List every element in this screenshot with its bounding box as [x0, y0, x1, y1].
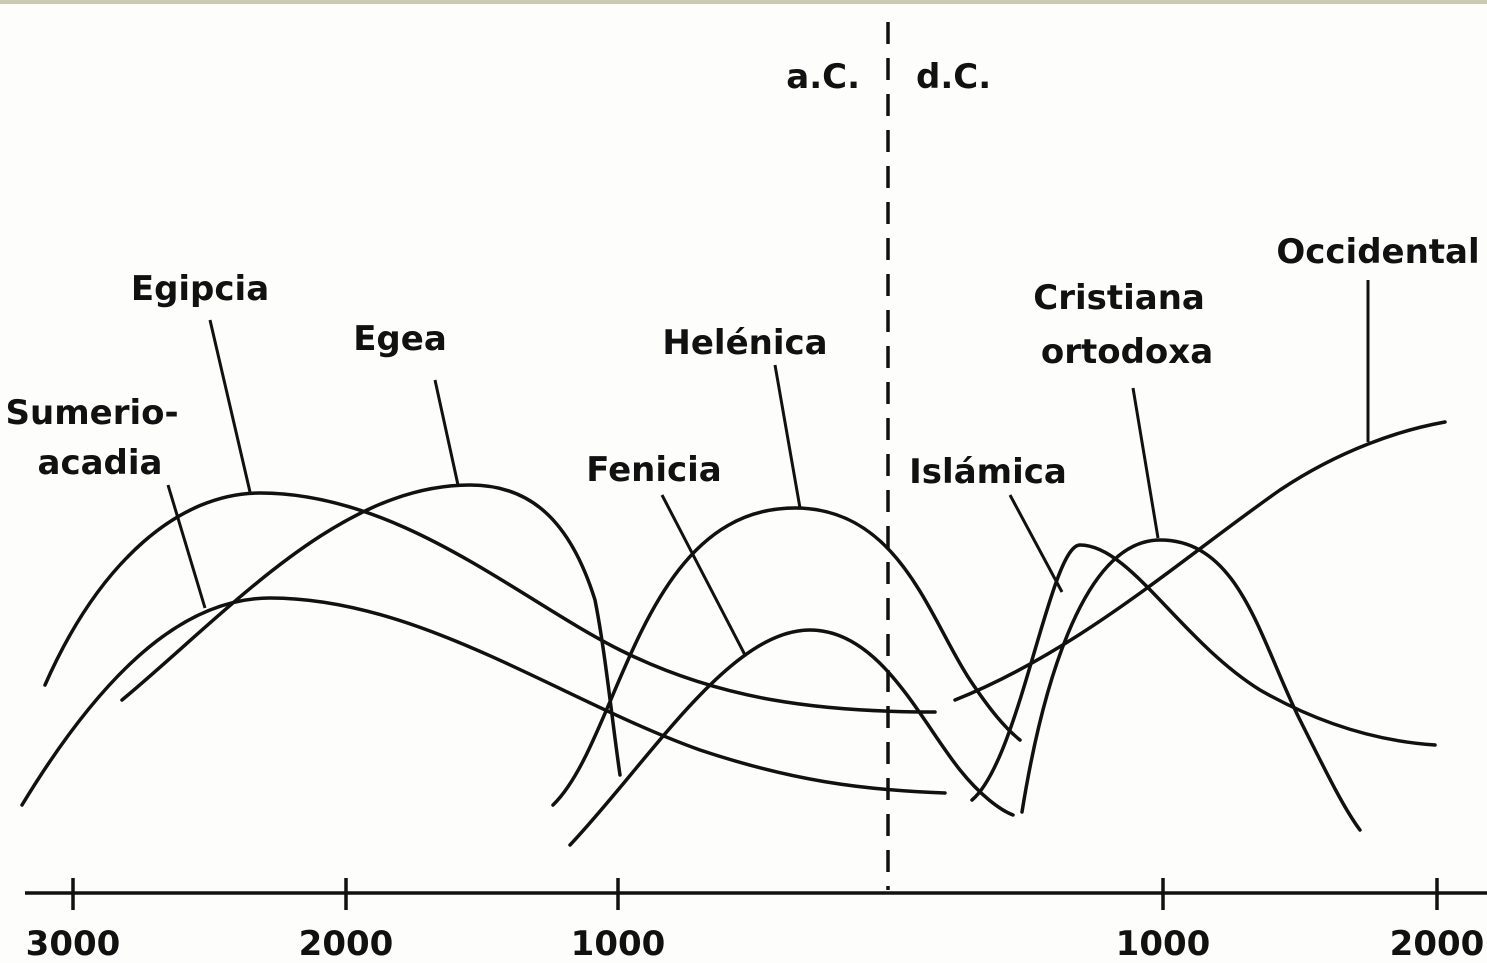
curve-fenicia: [568, 628, 1015, 847]
leader-line: [208, 319, 252, 493]
label-line: Sumerio-: [6, 393, 179, 433]
leader-line: [166, 484, 207, 609]
curve-cristiana-ortodoxa: [1020, 538, 1362, 832]
civilization-label: Egea: [353, 319, 447, 359]
curve-egea: [120, 483, 622, 777]
tick-label: 2000: [299, 924, 394, 963]
civilization-label: Sumerio- acadia: [6, 393, 191, 483]
leader-line: [773, 364, 802, 509]
top-border: [0, 0, 1487, 4]
tick-label: 1000: [1116, 924, 1211, 963]
civilization-label: Helénica: [662, 323, 827, 363]
civilization-label: Egipcia: [131, 269, 269, 309]
label-line: Fenicia: [586, 450, 722, 490]
label-line: Egea: [353, 319, 447, 359]
tick-label: 2000: [1390, 924, 1485, 963]
leader-line: [1008, 494, 1064, 593]
era-label: d.C.: [916, 57, 991, 97]
label-line: Cristiana: [1033, 278, 1205, 318]
label-line: Islámica: [909, 452, 1067, 492]
leader-line: [433, 379, 460, 486]
curve-egipcia: [43, 491, 937, 714]
label-line: Egipcia: [131, 269, 269, 309]
label-line: acadia: [38, 443, 163, 483]
curve-sumerio-acadia: [20, 596, 947, 807]
tick-label: 1000: [571, 924, 666, 963]
civilization-label: Islámica: [909, 452, 1067, 492]
civilization-label: Fenicia: [586, 450, 722, 490]
era-label: a.C.: [786, 57, 860, 97]
civilization-label: Occidental: [1276, 232, 1479, 272]
leader-line: [1131, 387, 1160, 539]
civilization-label: Cristiana ortodoxa: [1033, 278, 1216, 372]
axis-ticks: [71, 878, 1439, 910]
tick-label: 3000: [26, 924, 121, 963]
curve-islamica: [970, 543, 1437, 802]
label-line: Occidental: [1276, 232, 1479, 272]
curve-occidental: [953, 420, 1447, 702]
label-line: ortodoxa: [1041, 332, 1213, 372]
leader-line: [660, 494, 747, 656]
curve-helenica: [551, 506, 1022, 807]
label-line: Helénica: [662, 323, 827, 363]
